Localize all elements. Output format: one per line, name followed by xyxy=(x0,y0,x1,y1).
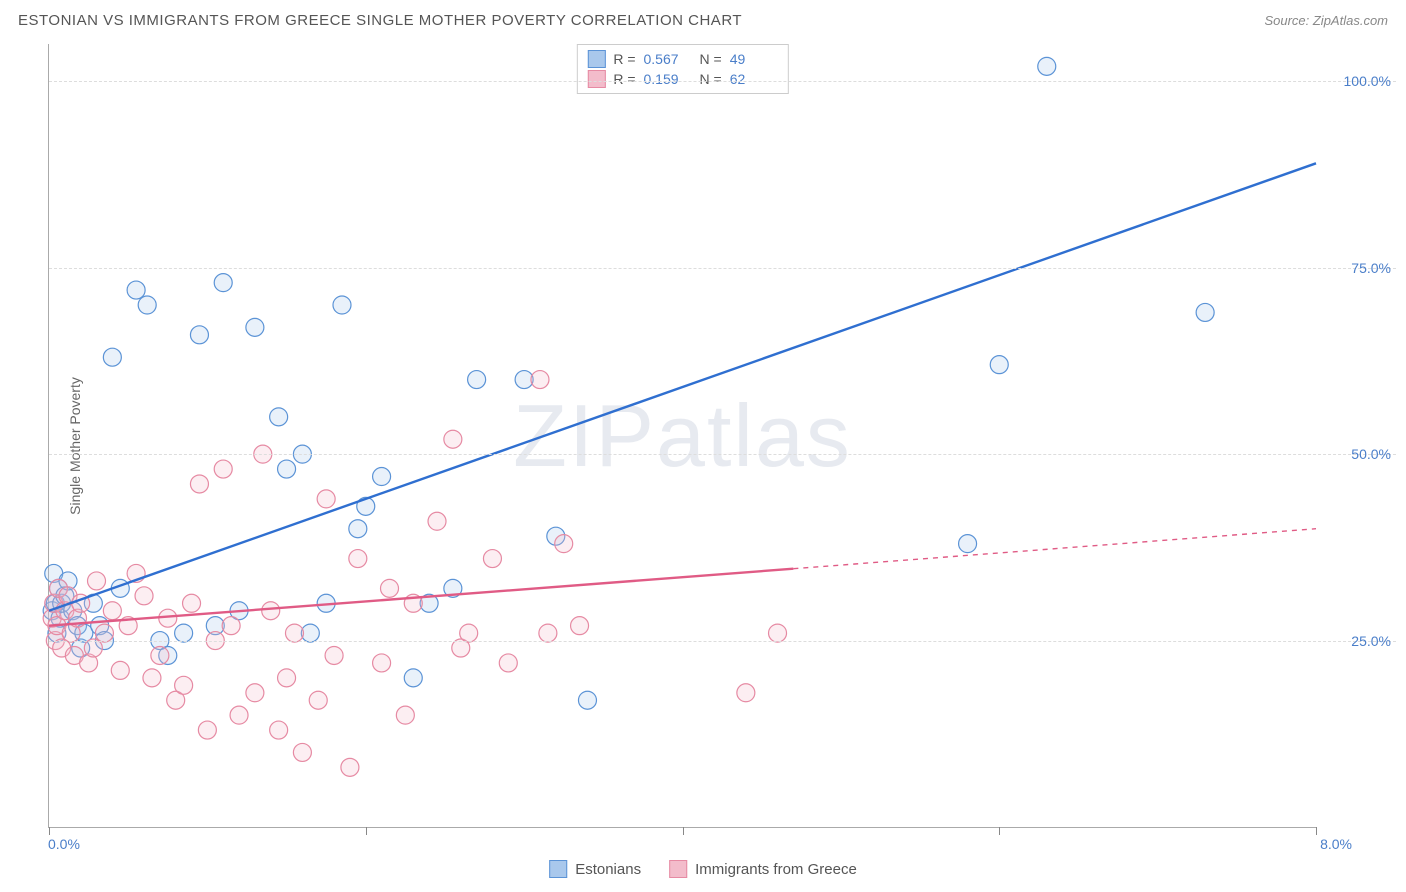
source-attribution: Source: ZipAtlas.com xyxy=(1264,13,1388,28)
chart-title: ESTONIAN VS IMMIGRANTS FROM GREECE SINGL… xyxy=(18,12,742,29)
legend-item-estonians: Estonians xyxy=(549,860,641,878)
n-value-greece: 62 xyxy=(730,71,778,87)
x-tick xyxy=(999,827,1000,835)
scatter-plot-svg xyxy=(49,44,1316,827)
legend-label-greece: Immigrants from Greece xyxy=(695,861,857,878)
x-tick xyxy=(49,827,50,835)
x-tick-min: 0.0% xyxy=(48,836,80,852)
x-tick xyxy=(1316,827,1317,835)
stats-row-greece: R = 0.159 N = 62 xyxy=(587,69,777,89)
gridline-h xyxy=(49,641,1396,642)
n-label: N = xyxy=(700,71,722,87)
gridline-h xyxy=(49,454,1396,455)
legend-item-greece: Immigrants from Greece xyxy=(669,860,857,878)
swatch-estonians xyxy=(587,50,605,68)
n-value-estonians: 49 xyxy=(730,51,778,67)
correlation-stats-legend: R = 0.567 N = 49 R = 0.159 N = 62 xyxy=(576,44,788,94)
x-tick-max: 8.0% xyxy=(1320,836,1352,852)
swatch-greece xyxy=(587,70,605,88)
r-label: R = xyxy=(613,51,635,67)
series-legend: Estonians Immigrants from Greece xyxy=(549,860,857,878)
x-tick xyxy=(366,827,367,835)
y-tick-label: 75.0% xyxy=(1351,260,1391,276)
y-tick-label: 100.0% xyxy=(1344,73,1391,89)
legend-swatch-greece xyxy=(669,860,687,878)
chart-plot-area: ZIPatlas R = 0.567 N = 49 R = 0.159 N = … xyxy=(48,44,1316,828)
n-label: N = xyxy=(700,51,722,67)
gridline-h xyxy=(49,268,1396,269)
header: ESTONIAN VS IMMIGRANTS FROM GREECE SINGL… xyxy=(18,12,1388,29)
r-label: R = xyxy=(613,71,635,87)
y-tick-label: 50.0% xyxy=(1351,446,1391,462)
r-value-estonians: 0.567 xyxy=(644,51,692,67)
r-value-greece: 0.159 xyxy=(644,71,692,87)
stats-row-estonians: R = 0.567 N = 49 xyxy=(587,49,777,69)
gridline-h xyxy=(49,81,1396,82)
x-tick xyxy=(683,827,684,835)
legend-swatch-estonians xyxy=(549,860,567,878)
legend-label-estonians: Estonians xyxy=(575,861,641,878)
y-tick-label: 25.0% xyxy=(1351,633,1391,649)
